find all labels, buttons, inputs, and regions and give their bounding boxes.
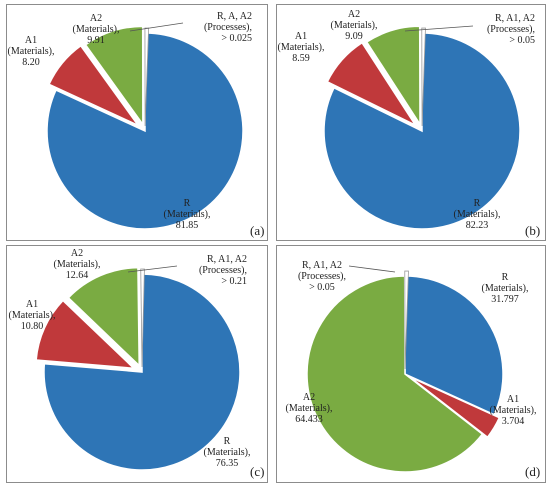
panel-letter-b: (b) [525,223,541,238]
pie-slice [365,25,421,127]
leader-line [127,265,178,273]
slice-label-b-r: R (Materials), 82.23 [453,198,501,231]
pie-panel-b: R (Materials), 82.23 A1 (Materials), 8.59 A2… [276,4,546,241]
pie-chart-b [323,25,521,230]
slice-label-b-a1: A1 (Materials), 8.59 [277,31,325,64]
leader-line [129,22,184,32]
slice-label-a-a1: A1 (Materials), 8.20 [7,35,55,68]
leader-line [348,265,396,273]
pie-slice [323,32,521,230]
pie-slice [306,275,484,473]
pie-slice [46,32,244,230]
panel-letter-c: (c) [250,464,265,479]
slice-label-c-r: R (Materials), 76.35 [203,436,251,469]
panel-letter-a: (a) [250,223,265,238]
pie-panel-a: R (Materials), 81.85 A1 (Materials), 8.20 A2… [6,4,268,241]
pie-slice [67,266,140,368]
pie-slice [409,376,501,439]
slice-label-d-a2: A2 (Materials), 64.433 [285,392,333,425]
pie-slice [48,44,141,128]
slice-label-c-a1: A1 (Materials), 10.80 [8,299,56,332]
pie-slice [84,25,144,127]
slice-label-d-r: R (Materials), 31.797 [481,272,529,305]
pie-chart-d [306,265,504,473]
pie-chart-a [46,22,244,230]
slice-label-d-a1: A1 (Materials), 3.704 [489,394,537,427]
pie-slice [326,41,418,127]
pie-slice [43,273,241,471]
slice-label-c-a2: A2 (Materials), 12.64 [53,248,101,281]
slice-label-c-processes: R, A1, A2 (Processes), > 0.21 [198,254,247,287]
pie-chart-c [35,265,241,471]
pie-slice [421,27,426,127]
pie-slice [404,270,409,370]
slice-label-b-a2: A2 (Materials), 9.09 [330,9,378,42]
pie-panel-c: R (Materials), 76.35 A1 (Materials), 10.80 A… [6,245,268,483]
pie-slice [35,299,136,370]
pie-slice [404,275,504,416]
slice-label-a-processes: R, A, A2 (Processes), > 0.025 [203,11,252,44]
slice-label-a-a2: A2 (Materials), 9.91 [72,13,120,46]
slice-label-a-r: R (Materials), 81.85 [163,198,211,231]
pie-panel-d: R (Materials), 31.797 A1 (Materials), 3.704 … [276,245,546,483]
slice-label-b-processes: R, A1, A2 (Processes), > 0.05 [486,13,535,46]
leader-line [404,25,474,32]
pie-slice [140,268,145,368]
panel-letter-d: (d) [525,464,541,479]
slice-label-d-processes: R, A1, A2 (Processes), > 0.05 [297,260,347,293]
